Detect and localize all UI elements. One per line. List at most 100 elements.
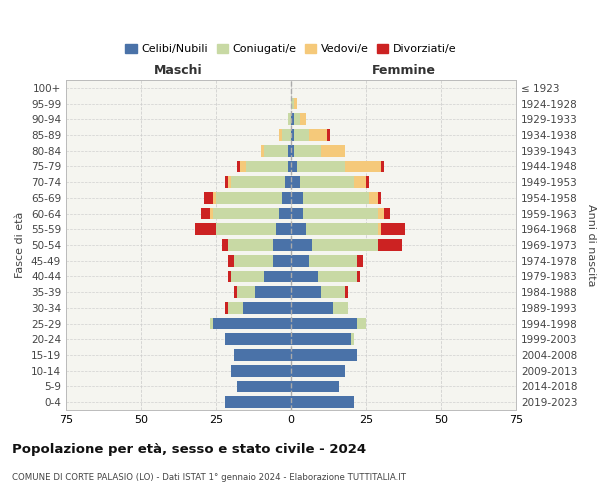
Bar [228,176,231,188]
Bar [291,145,294,156]
Bar [294,145,321,156]
Bar [303,208,378,220]
Bar [291,365,345,376]
Bar [225,334,291,345]
Bar [195,224,216,235]
Bar [291,270,318,282]
Bar [291,176,300,188]
Bar [213,318,291,330]
Bar [234,286,237,298]
Bar [210,208,213,220]
Bar [378,208,384,220]
Bar [231,365,291,376]
Bar [369,192,378,204]
Bar [204,192,213,204]
Bar [300,114,306,125]
Bar [237,380,291,392]
Bar [276,224,291,235]
Bar [243,302,291,314]
Bar [300,176,354,188]
Legend: Celibi/Nubili, Coniugati/e, Vedovi/e, Divorziati/e: Celibi/Nubili, Coniugati/e, Vedovi/e, Di… [121,40,461,58]
Bar [210,318,213,330]
Bar [378,224,381,235]
Bar [294,129,309,141]
Bar [291,160,297,172]
Bar [291,334,351,345]
Bar [297,160,345,172]
Bar [234,349,291,361]
Bar [303,192,369,204]
Text: Popolazione per età, sesso e stato civile - 2024: Popolazione per età, sesso e stato civil… [12,442,366,456]
Bar [234,255,273,266]
Bar [291,129,294,141]
Bar [291,349,357,361]
Bar [228,302,243,314]
Bar [228,255,234,266]
Bar [381,160,384,172]
Bar [306,224,378,235]
Bar [225,396,291,408]
Bar [321,286,345,298]
Bar [273,255,291,266]
Bar [309,129,327,141]
Bar [213,192,216,204]
Bar [312,239,378,251]
Text: Femmine: Femmine [371,64,436,77]
Bar [291,208,303,220]
Bar [273,239,291,251]
Text: COMUNE DI CORTE PALASIO (LO) - Dati ISTAT 1° gennaio 2024 - Elaborazione TUTTITA: COMUNE DI CORTE PALASIO (LO) - Dati ISTA… [12,472,406,482]
Bar [381,224,405,235]
Y-axis label: Fasce di età: Fasce di età [16,212,25,278]
Bar [201,208,210,220]
Bar [309,255,357,266]
Bar [291,318,357,330]
Bar [357,255,363,266]
Bar [231,270,264,282]
Bar [222,239,228,251]
Bar [291,98,294,110]
Bar [216,192,282,204]
Bar [294,98,297,110]
Y-axis label: Anni di nascita: Anni di nascita [586,204,596,286]
Bar [228,239,273,251]
Bar [279,129,282,141]
Bar [291,224,306,235]
Bar [291,255,309,266]
Bar [237,160,240,172]
Bar [321,145,345,156]
Bar [216,224,276,235]
Bar [288,145,291,156]
Bar [282,192,291,204]
Bar [357,318,366,330]
Bar [366,176,369,188]
Bar [291,302,333,314]
Bar [285,176,291,188]
Bar [378,192,381,204]
Bar [345,286,348,298]
Bar [357,270,360,282]
Bar [237,286,255,298]
Bar [351,334,354,345]
Bar [327,129,330,141]
Bar [282,129,291,141]
Bar [261,145,264,156]
Bar [291,380,339,392]
Bar [225,176,228,188]
Bar [291,114,294,125]
Text: Maschi: Maschi [154,64,203,77]
Bar [345,160,381,172]
Bar [318,270,357,282]
Bar [333,302,348,314]
Bar [378,239,402,251]
Bar [288,160,291,172]
Bar [294,114,300,125]
Bar [264,270,291,282]
Bar [291,396,354,408]
Bar [225,302,228,314]
Bar [213,208,279,220]
Bar [291,286,321,298]
Bar [354,176,366,188]
Bar [384,208,390,220]
Bar [291,239,312,251]
Bar [291,192,303,204]
